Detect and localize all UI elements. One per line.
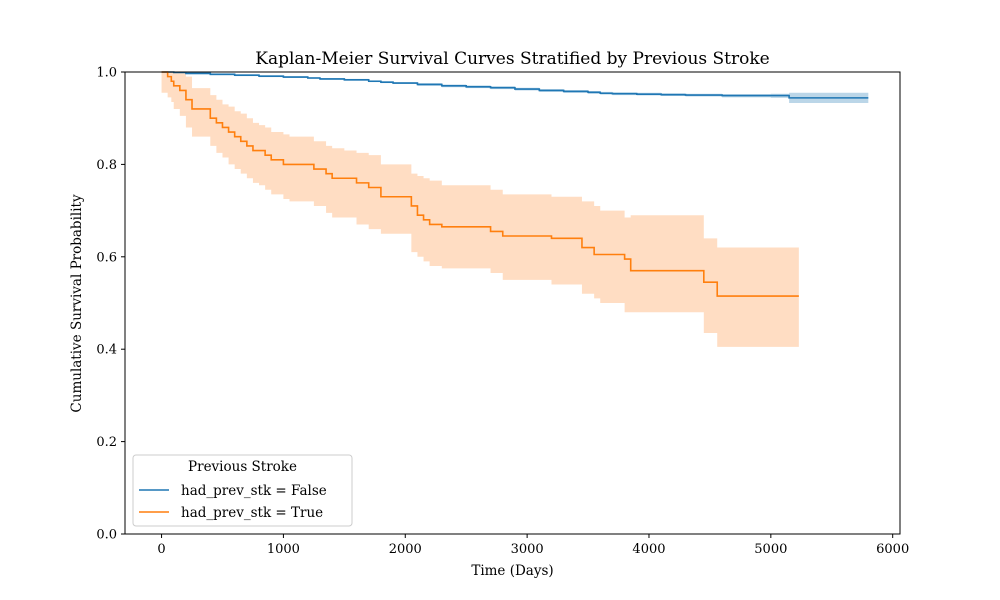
x-tick-label: 0 <box>157 542 165 557</box>
x-axis-ticks: 0 1000 2000 3000 4000 5000 6000 <box>157 534 909 557</box>
confidence-bands <box>161 72 869 347</box>
legend-label-false: had_prev_stk = False <box>181 483 327 499</box>
chart-title: Kaplan-Meier Survival Curves Stratified … <box>255 49 769 69</box>
y-axis-ticks: 0.0 0.2 0.4 0.6 0.8 1.0 <box>96 66 125 543</box>
x-tick-label: 2000 <box>389 542 422 557</box>
legend-label-true: had_prev_stk = True <box>181 505 323 521</box>
y-tick-label: 0.4 <box>96 343 117 358</box>
survival-curve-false <box>161 71 869 99</box>
x-tick-label: 5000 <box>754 542 787 557</box>
survival-curve-true <box>161 71 799 297</box>
y-tick-label: 0.6 <box>96 250 117 265</box>
x-axis-label: Time (Days) <box>471 563 553 579</box>
x-tick-label: 4000 <box>632 542 665 557</box>
y-tick-label: 0.2 <box>96 435 117 450</box>
y-tick-label: 0.8 <box>96 158 117 173</box>
legend-box <box>132 454 353 527</box>
legend-title: Previous Stroke <box>188 459 297 475</box>
plot-frame <box>124 71 901 535</box>
x-tick-label: 3000 <box>511 542 544 557</box>
y-tick-label: 0.0 <box>96 528 117 543</box>
survival-curves <box>161 71 869 297</box>
x-tick-label: 6000 <box>876 542 909 557</box>
confidence-band-true <box>161 72 799 347</box>
legend: Previous Stroke had_prev_stk = False had… <box>132 454 353 527</box>
y-tick-label: 1.0 <box>96 66 117 81</box>
x-tick-label: 1000 <box>267 542 300 557</box>
y-axis-label: Cumulative Survival Probability <box>69 194 85 413</box>
